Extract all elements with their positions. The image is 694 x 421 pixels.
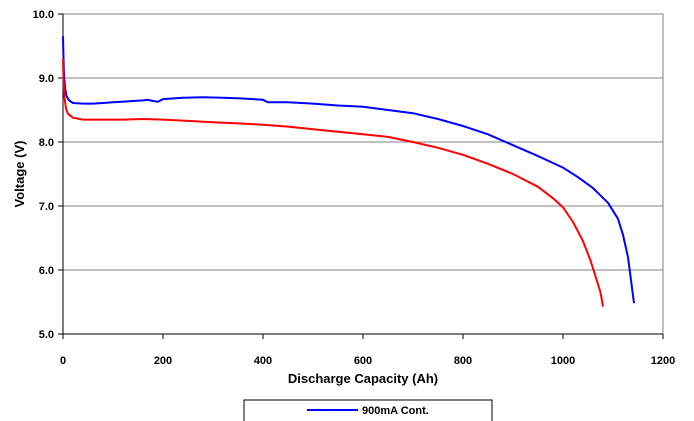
series-line-red bbox=[62, 58, 604, 307]
y-tick-label-5: 10.0 bbox=[33, 9, 54, 21]
x-tick-label-3: 600 bbox=[354, 355, 372, 367]
y-tick-label-2: 7.0 bbox=[39, 201, 54, 213]
x-tick-labels: 0 200 400 600 800 1000 1200 bbox=[60, 355, 675, 367]
y-tick-labels: 5.0 6.0 7.0 8.0 9.0 10.0 bbox=[33, 9, 54, 341]
legend: 900mA Cont. bbox=[243, 399, 493, 421]
x-tick-label-5: 1000 bbox=[551, 355, 575, 367]
x-tick-label-4: 800 bbox=[454, 355, 472, 367]
legend-label-900ma: 900mA Cont. bbox=[362, 405, 429, 417]
x-tick-label-0: 0 bbox=[60, 355, 66, 367]
y-tick-label-4: 9.0 bbox=[39, 73, 54, 85]
y-axis-title: Voltage (V) bbox=[12, 141, 27, 208]
y-tick-label-1: 6.0 bbox=[39, 265, 54, 277]
legend-box bbox=[243, 399, 493, 421]
y-tick-label-0: 5.0 bbox=[39, 329, 54, 341]
x-tick-label-2: 400 bbox=[254, 355, 272, 367]
x-tick-label-6: 1200 bbox=[651, 355, 675, 367]
series-line-blue bbox=[62, 36, 635, 304]
x-axis-title: Discharge Capacity (Ah) bbox=[288, 371, 438, 386]
series-lines bbox=[62, 36, 635, 307]
x-tick-label-1: 200 bbox=[154, 355, 172, 367]
y-tick-label-3: 8.0 bbox=[39, 137, 54, 149]
plot-area bbox=[62, 13, 664, 335]
